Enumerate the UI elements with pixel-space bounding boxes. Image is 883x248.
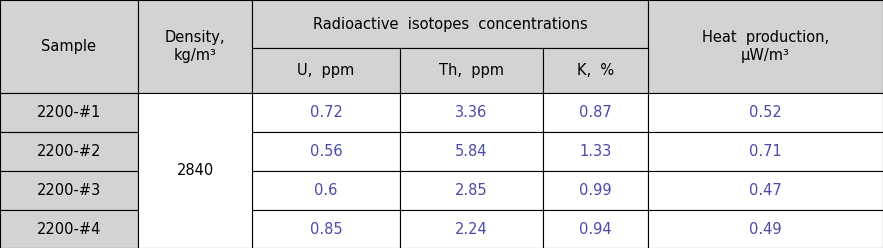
Text: 2840: 2840 [177, 163, 214, 178]
Text: 5.84: 5.84 [456, 144, 487, 159]
Text: 2200-#1: 2200-#1 [37, 105, 102, 120]
Text: 2200-#2: 2200-#2 [37, 144, 102, 159]
Bar [648, 93, 883, 132]
Bar [252, 48, 400, 93]
Text: U,  ppm: U, ppm [298, 63, 355, 78]
Text: 0.99: 0.99 [579, 183, 612, 198]
Text: 0.72: 0.72 [310, 105, 343, 120]
Bar [648, 210, 883, 248]
Text: 0.85: 0.85 [310, 221, 343, 237]
Text: 0.87: 0.87 [579, 105, 612, 120]
Text: 2.24: 2.24 [455, 221, 488, 237]
Bar [648, 171, 883, 210]
Text: 2200-#4: 2200-#4 [37, 221, 102, 237]
Text: 0.94: 0.94 [579, 221, 612, 237]
Bar [252, 0, 648, 48]
Text: Radioactive  isotopes  concentrations: Radioactive isotopes concentrations [313, 17, 587, 31]
Bar [648, 0, 883, 93]
Text: 0.47: 0.47 [749, 183, 781, 198]
Bar [138, 93, 252, 248]
Text: 0.49: 0.49 [749, 221, 781, 237]
Bar [0, 171, 138, 210]
Bar [252, 93, 400, 132]
Bar [400, 93, 543, 132]
Bar [0, 210, 138, 248]
Text: 2200-#3: 2200-#3 [37, 183, 102, 198]
Text: Heat  production,
μW/m³: Heat production, μW/m³ [702, 30, 829, 63]
Bar [543, 132, 648, 171]
Bar [138, 0, 252, 93]
Text: 0.56: 0.56 [310, 144, 343, 159]
Text: 0.52: 0.52 [749, 105, 781, 120]
Bar [400, 210, 543, 248]
Bar [0, 0, 138, 93]
Bar [252, 210, 400, 248]
Bar [648, 132, 883, 171]
Bar [400, 132, 543, 171]
Bar [543, 48, 648, 93]
Bar [252, 171, 400, 210]
Text: K,  %: K, % [577, 63, 614, 78]
Bar [252, 132, 400, 171]
Text: 1.33: 1.33 [579, 144, 612, 159]
Text: 0.71: 0.71 [749, 144, 781, 159]
Bar [400, 48, 543, 93]
Bar [0, 93, 138, 132]
Bar [543, 171, 648, 210]
Text: Th,  ppm: Th, ppm [439, 63, 504, 78]
Text: 3.36: 3.36 [456, 105, 487, 120]
Text: Density,
kg/m³: Density, kg/m³ [165, 30, 225, 63]
Text: Sample: Sample [42, 39, 96, 54]
Bar [0, 132, 138, 171]
Bar [543, 210, 648, 248]
Text: 0.6: 0.6 [314, 183, 337, 198]
Bar [543, 93, 648, 132]
Bar [400, 171, 543, 210]
Text: 2.85: 2.85 [456, 183, 487, 198]
